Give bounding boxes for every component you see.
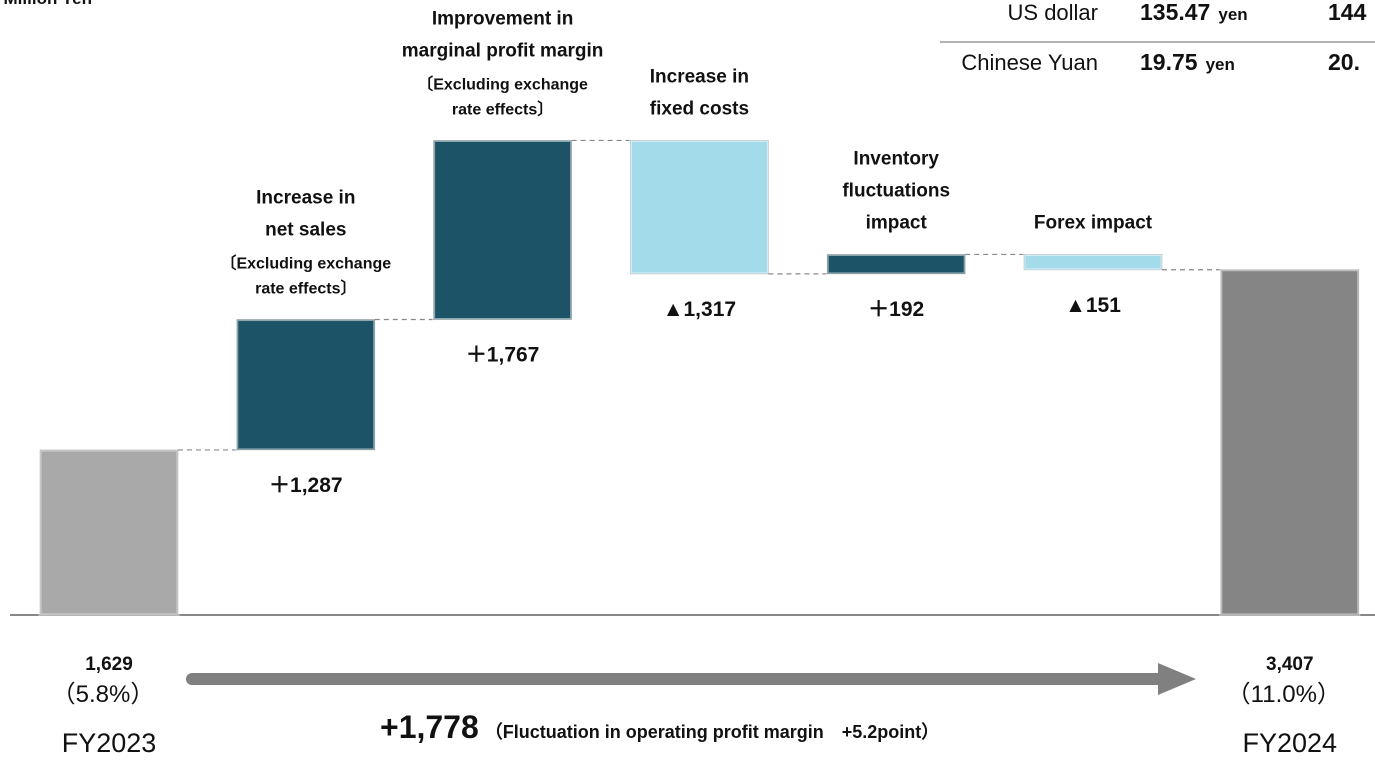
bar-edge: [39, 449, 179, 616]
currency-name: Chinese Yuan: [961, 50, 1098, 75]
value-label: ▲151: [1065, 294, 1121, 317]
rate-value: 144: [1328, 0, 1367, 25]
bar: [825, 252, 967, 276]
bar-edge: [826, 253, 966, 275]
total-change: +1,778 （Fluctuation in operating profit m…: [380, 709, 939, 745]
total-change-value: +1,778: [380, 709, 479, 745]
value-label: ＋1,287: [269, 474, 343, 497]
bar: [235, 318, 377, 452]
total-label: 1,629: [85, 654, 133, 675]
bar-edge: [629, 139, 769, 275]
rate-value: 20.: [1328, 49, 1360, 75]
arrow-head: [1158, 663, 1196, 695]
currency-name: US dollar: [1008, 0, 1098, 25]
bar: [628, 138, 770, 276]
bar-edge: [236, 319, 376, 451]
category-label: Increase in: [256, 188, 355, 209]
category-note: rate effects〕: [452, 100, 553, 118]
unit-label: Million Yen: [4, 0, 92, 8]
rate: 19.75 yen: [1140, 49, 1235, 75]
rate-unit: yen: [1218, 5, 1247, 24]
category-label: fluctuations: [842, 180, 950, 201]
value-label: ＋192: [868, 298, 924, 321]
bar: [1219, 268, 1361, 617]
value-label: ▲1,317: [663, 298, 736, 321]
bar-edge: [1220, 269, 1360, 616]
category-label: net sales: [265, 220, 346, 241]
rate-unit: yen: [1206, 55, 1235, 74]
category-label: impact: [866, 212, 928, 233]
category-label: Increase in: [650, 66, 749, 87]
total-label: 3,407: [1266, 654, 1314, 675]
bar-edge: [1023, 253, 1163, 271]
bar: [432, 138, 574, 322]
rate-value: 135.47: [1140, 0, 1210, 25]
category-note: 〔Excluding exchange: [417, 75, 588, 93]
total-change-note: （Fluctuation in operating profit margin …: [485, 722, 940, 742]
bar: [38, 448, 180, 617]
category-label: FY2023: [62, 728, 157, 758]
category-label: Forex impact: [1034, 212, 1153, 233]
category-label: Inventory: [853, 148, 939, 169]
rate-value: 19.75: [1140, 49, 1198, 75]
category-label: marginal profit margin: [402, 40, 604, 61]
category-label: FY2024: [1243, 728, 1338, 758]
bar: [1022, 252, 1164, 272]
rate: 135.47 yen: [1140, 0, 1248, 25]
value-label: ＋1,767: [466, 344, 540, 367]
margin-label: （11.0%）: [1227, 681, 1341, 708]
margin-label: （5.8%）: [52, 681, 155, 708]
bar-edge: [433, 139, 573, 321]
category-note: rate effects〕: [255, 280, 356, 298]
category-label: Improvement in: [432, 8, 573, 29]
category-label: fixed costs: [650, 98, 749, 119]
category-note: 〔Excluding exchange: [220, 255, 391, 273]
